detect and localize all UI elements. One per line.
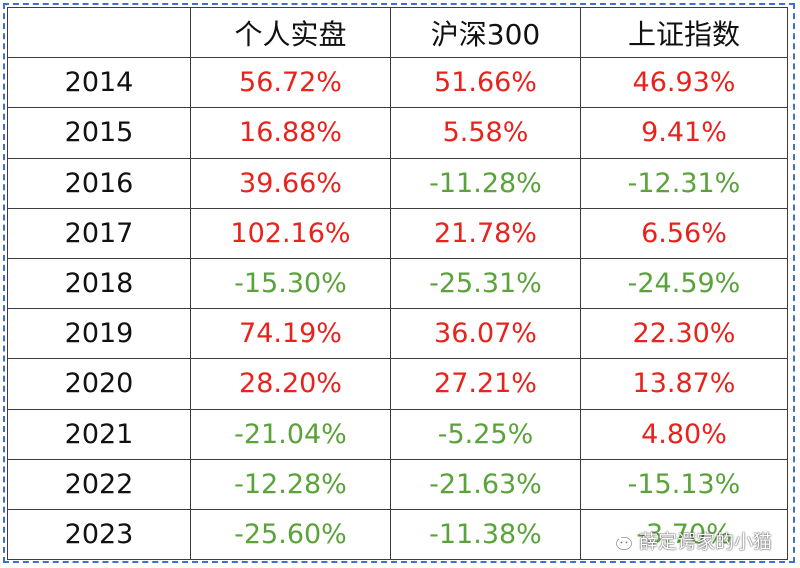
personal-cell: 39.66% bbox=[190, 157, 391, 209]
personal-cell: -15.30% bbox=[190, 257, 391, 310]
csi300-cell: -11.38% bbox=[390, 508, 581, 561]
csi300-cell: -11.28% bbox=[390, 157, 581, 209]
table-row: 2020 28.20% 27.21% 13.87% bbox=[7, 358, 788, 410]
shanghai-cell: -24.59% bbox=[580, 257, 788, 310]
table-row: 2022 -12.28% -21.63% -15.13% bbox=[7, 458, 788, 510]
year-cell: 2016 bbox=[7, 157, 191, 209]
selection-frame bbox=[3, 3, 795, 563]
shanghai-cell: 13.87% bbox=[580, 358, 788, 410]
shanghai-cell: -15.13% bbox=[580, 458, 788, 510]
personal-cell: -21.04% bbox=[190, 408, 391, 460]
csi300-cell: 36.07% bbox=[390, 308, 581, 360]
year-cell: 2017 bbox=[7, 207, 191, 259]
csi300-cell: 51.66% bbox=[390, 57, 581, 109]
year-cell: 2020 bbox=[7, 358, 191, 410]
header-personal: 个人实盘 bbox=[190, 6, 391, 59]
shanghai-cell: 22.30% bbox=[580, 308, 788, 360]
year-cell: 2022 bbox=[7, 458, 191, 510]
shanghai-cell: -12.31% bbox=[580, 157, 788, 209]
year-cell: 2021 bbox=[7, 408, 191, 460]
csi300-cell: 21.78% bbox=[390, 207, 581, 259]
table-row: 2016 39.66% -11.28% -12.31% bbox=[7, 157, 788, 209]
personal-cell: -25.60% bbox=[190, 508, 391, 561]
shanghai-cell: 9.41% bbox=[580, 107, 788, 159]
personal-cell: 16.88% bbox=[190, 107, 391, 159]
header-shanghai: 上证指数 bbox=[580, 6, 788, 59]
table-row: 2015 16.88% 5.58% 9.41% bbox=[7, 107, 788, 159]
csi300-cell: -21.63% bbox=[390, 458, 581, 510]
table-row: 2019 74.19% 36.07% 22.30% bbox=[7, 308, 788, 360]
table-row: 2021 -21.04% -5.25% 4.80% bbox=[7, 408, 788, 460]
csi300-cell: -5.25% bbox=[390, 408, 581, 460]
header-row: 个人实盘 沪深300 上证指数 bbox=[7, 6, 788, 59]
year-cell: 2015 bbox=[7, 107, 191, 159]
table-row: 2017 102.16% 21.78% 6.56% bbox=[7, 207, 788, 259]
personal-cell: 28.20% bbox=[190, 358, 391, 410]
year-cell: 2018 bbox=[7, 257, 191, 310]
table-row: 2023 -25.60% -11.38% -3.70% bbox=[7, 508, 788, 561]
header-corner bbox=[7, 6, 191, 59]
csi300-cell: 27.21% bbox=[390, 358, 581, 410]
personal-cell: -12.28% bbox=[190, 458, 391, 510]
header-csi300: 沪深300 bbox=[390, 6, 581, 59]
shanghai-cell: 4.80% bbox=[580, 408, 788, 460]
year-cell: 2019 bbox=[7, 308, 191, 360]
csi300-cell: 5.58% bbox=[390, 107, 581, 159]
personal-cell: 74.19% bbox=[190, 308, 391, 360]
table-row: 2018 -15.30% -25.31% -24.59% bbox=[7, 257, 788, 310]
personal-cell: 56.72% bbox=[190, 57, 391, 109]
table-row: 2014 56.72% 51.66% 46.93% bbox=[7, 57, 788, 109]
shanghai-cell: -3.70% bbox=[580, 508, 788, 561]
year-cell: 2023 bbox=[7, 508, 191, 561]
returns-table: 个人实盘 沪深300 上证指数 2014 56.72% 51.66% 46.93% 20… bbox=[7, 6, 788, 561]
csi300-cell: -25.31% bbox=[390, 257, 581, 310]
personal-cell: 102.16% bbox=[190, 207, 391, 259]
shanghai-cell: 46.93% bbox=[580, 57, 788, 109]
shanghai-cell: 6.56% bbox=[580, 207, 788, 259]
year-cell: 2014 bbox=[7, 57, 191, 109]
